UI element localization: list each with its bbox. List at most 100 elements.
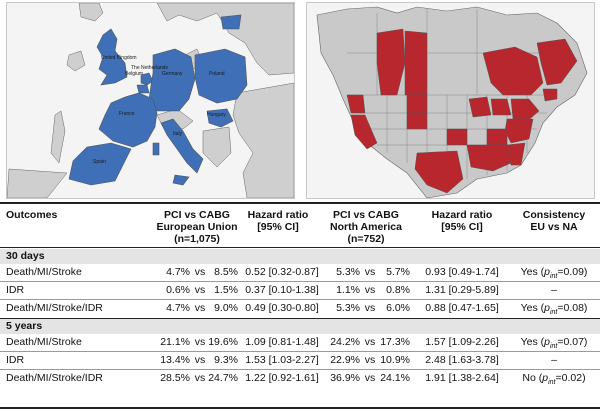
cell-eu-pci-rate: 13.4%	[160, 354, 190, 366]
cell-eu-vs: vs	[194, 372, 206, 384]
cell-eu-cabg-rate: 8.5%	[214, 266, 238, 278]
map-label-netherlands: The Netherlands	[131, 65, 168, 71]
cell-na-vs: vs	[364, 354, 376, 366]
consistency-sub: int	[548, 379, 556, 387]
cell-na-vs: vs	[364, 266, 376, 278]
header-hr-na-line2: [95% CI]	[441, 221, 483, 233]
table-bottom-rule	[0, 407, 600, 409]
cell-na-hazard-ratio: 0.93 [0.49-1.74]	[425, 266, 499, 278]
cell-na-cabg-rate: 0.8%	[386, 284, 410, 296]
cell-na-pci-rate: 5.3%	[336, 266, 360, 278]
cell-na-pci-rate: 5.3%	[336, 302, 360, 314]
consistency-prefix: No (	[522, 372, 543, 384]
header-pci-eu-line1: PCI vs CABG	[164, 209, 230, 221]
cell-eu-cabg-rate: 9.3%	[214, 354, 238, 366]
cell-na-vs: vs	[364, 336, 376, 348]
cell-eu-vs: vs	[194, 266, 206, 278]
cell-na-pci-rate: 24.2%	[330, 336, 360, 348]
cell-eu-cabg-rate: 19.6%	[208, 336, 238, 348]
cell-eu-pci-rate: 4.7%	[166, 302, 190, 314]
na-highlight-regions	[346, 28, 578, 194]
header-pci-na-line2: North America	[330, 221, 402, 233]
cell-na-cabg-rate: 5.7%	[386, 266, 410, 278]
cell-na-cabg-rate: 10.9%	[380, 354, 410, 366]
cell-na-vs: vs	[364, 302, 376, 314]
cell-na-hazard-ratio: 1.57 [1.09-2.26]	[425, 336, 499, 348]
cell-eu-vs: vs	[194, 336, 206, 348]
cell-eu-hazard-ratio: 0.49 [0.30-0.80]	[245, 302, 319, 314]
header-consistency-line1: Consistency	[522, 209, 586, 221]
cell-consistency: Yes (pint=0.09)	[510, 266, 598, 283]
cell-outcome: Death/MI/Stroke	[6, 266, 82, 278]
consistency-p: p	[544, 266, 550, 278]
map-label-hungary: Hungary	[207, 112, 226, 118]
map-label-poland: Poland	[209, 71, 225, 77]
cell-na-pci-rate: 36.9%	[330, 372, 360, 384]
header-pci-na-line3: (n=752)	[347, 233, 385, 245]
cell-na-hazard-ratio: 1.91 [1.38-2.64]	[425, 372, 499, 384]
cell-eu-vs: vs	[194, 302, 206, 314]
consistency-value: =0.09)	[557, 266, 588, 278]
cell-na-pci-rate: 1.1%	[336, 284, 360, 296]
cell-eu-pci-rate: 21.1%	[160, 336, 190, 348]
cell-consistency: –	[510, 284, 598, 301]
cell-na-vs: vs	[364, 372, 376, 384]
consistency-dash: –	[551, 284, 557, 296]
consistency-sub: int	[549, 309, 558, 317]
row-divider	[0, 299, 600, 300]
map-label-italy: Italy	[173, 131, 183, 137]
cell-eu-hazard-ratio: 0.52 [0.32-0.87]	[245, 266, 319, 278]
europe-map-svg: United Kingdom The Netherlands Belgium G…	[7, 3, 294, 198]
cell-eu-pci-rate: 4.7%	[166, 266, 190, 278]
cell-na-cabg-rate: 17.3%	[380, 336, 410, 348]
consistency-value: =0.08)	[557, 302, 588, 314]
header-bottom-rule	[0, 247, 600, 248]
consistency-value: =0.02)	[555, 372, 586, 384]
row-divider	[0, 369, 600, 370]
header-pci-eu-line3: (n=1,075)	[174, 233, 220, 245]
maps-panel: United Kingdom The Netherlands Belgium G…	[0, 0, 600, 200]
europe-map: United Kingdom The Netherlands Belgium G…	[6, 2, 295, 199]
cell-eu-cabg-rate: 1.5%	[214, 284, 238, 296]
cell-na-cabg-rate: 6.0%	[386, 302, 410, 314]
cell-na-pci-rate: 22.9%	[330, 354, 360, 366]
section-band	[0, 319, 600, 334]
consistency-dash: –	[551, 354, 557, 366]
cell-eu-vs: vs	[194, 354, 206, 366]
cell-na-hazard-ratio: 0.88 [0.47-1.65]	[425, 302, 499, 314]
cell-consistency: No (pint=0.02)	[510, 372, 598, 389]
header-hr-na-line1: Hazard ratio	[431, 209, 493, 221]
map-label-belgium: Belgium	[125, 71, 143, 77]
cell-na-cabg-rate: 24.1%	[380, 372, 410, 384]
section-divider	[0, 318, 600, 319]
cell-outcome: Death/MI/Stroke/IDR	[6, 302, 103, 314]
header-consistency-line2: EU vs NA	[530, 221, 578, 233]
row-divider	[0, 281, 600, 282]
section-title: 30 days	[6, 250, 45, 262]
consistency-p: p	[542, 372, 549, 384]
north-america-map-svg	[307, 3, 594, 198]
consistency-prefix: Yes (	[520, 336, 545, 348]
consistency-p: p	[544, 302, 550, 314]
north-america-map	[306, 2, 595, 199]
cell-outcome: IDR	[6, 354, 25, 366]
cell-consistency: Yes (pint=0.08)	[510, 302, 598, 319]
header-pci-eu-line2: European Union	[156, 221, 238, 233]
cell-na-vs: vs	[364, 284, 376, 296]
cell-eu-hazard-ratio: 0.37 [0.10-1.38]	[245, 284, 319, 296]
cell-outcome: Death/MI/Stroke/IDR	[6, 372, 103, 384]
consistency-value: =0.07)	[557, 336, 588, 348]
consistency-sub: int	[549, 343, 558, 351]
table-top-rule	[0, 202, 600, 204]
header-hr-eu-line1: Hazard ratio	[247, 209, 309, 221]
cell-outcome: Death/MI/Stroke	[6, 336, 82, 348]
cell-eu-hazard-ratio: 1.22 [0.92-1.61]	[245, 372, 319, 384]
cell-eu-pci-rate: 0.6%	[166, 284, 190, 296]
map-label-germany: Germany	[162, 71, 183, 77]
map-label-spain: Spain	[93, 159, 106, 165]
section-title: 5 years	[6, 320, 43, 332]
consistency-p: p	[544, 336, 550, 348]
cell-na-hazard-ratio: 2.48 [1.63-3.78]	[425, 354, 499, 366]
cell-eu-hazard-ratio: 1.09 [0.81-1.48]	[245, 336, 319, 348]
row-divider	[0, 351, 600, 352]
